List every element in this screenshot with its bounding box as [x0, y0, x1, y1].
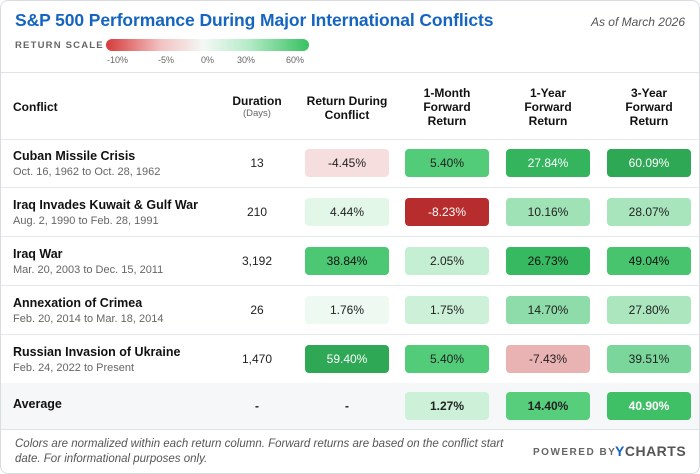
- footer-divider: [1, 429, 699, 430]
- conflict-dates: Aug. 2, 1990 to Feb. 28, 1991: [13, 215, 159, 227]
- return-cell-y1: 26.73%: [506, 247, 590, 275]
- return-cell-y3: 60.09%: [607, 149, 691, 177]
- header-line: 1-Year: [529, 86, 567, 100]
- header-line: Forward: [625, 100, 673, 114]
- return-cell-m1: 2.05%: [405, 247, 489, 275]
- scale-tick: -5%: [158, 55, 175, 65]
- scale-tick: 0%: [201, 55, 215, 65]
- return-cell-y3: 28.07%: [607, 198, 691, 226]
- header-conflict: Conflict: [13, 100, 58, 114]
- average-during: -: [345, 399, 349, 413]
- header-duration: Duration (Days): [221, 94, 293, 119]
- scale-tick: 60%: [286, 55, 305, 65]
- return-cell-m1: -8.23%: [405, 198, 489, 226]
- ycharts-logo: YCHARTS: [615, 443, 686, 459]
- header-divider: [1, 72, 699, 73]
- header-duration-label: Duration: [232, 94, 282, 108]
- row-divider: [1, 236, 699, 237]
- conflict-dates: Feb. 20, 2014 to Mar. 18, 2014: [13, 313, 164, 325]
- logo-y: Y: [615, 443, 625, 459]
- return-cell-during: 4.44%: [305, 198, 389, 226]
- return-cell-m1: 5.40%: [405, 345, 489, 373]
- header-line: Return During: [306, 94, 388, 108]
- row-divider: [1, 139, 699, 140]
- header-line: Forward: [423, 100, 471, 114]
- header-line: 3-Year: [630, 86, 668, 100]
- row-divider: [1, 334, 699, 335]
- footnote: Colors are normalized within each return…: [15, 438, 504, 465]
- return-cell-y1: 27.84%: [506, 149, 590, 177]
- header-line: Conflict: [324, 108, 370, 122]
- row-divider: [1, 187, 699, 188]
- return-scale-gradient: [106, 39, 309, 51]
- duration-value: 210: [246, 205, 268, 219]
- chart-title: S&P 500 Performance During Major Interna…: [15, 10, 494, 30]
- conflict-dates: Mar. 20, 2003 to Dec. 15, 2011: [13, 264, 164, 276]
- conflict-name: Iraq War: [13, 247, 63, 261]
- header-line: Return: [427, 114, 467, 128]
- header-line: Forward: [524, 100, 572, 114]
- return-cell-y3: 27.80%: [607, 296, 691, 324]
- return-cell-y3: 39.51%: [607, 345, 691, 373]
- row-divider: [1, 285, 699, 286]
- header-line: 1-Month: [423, 86, 471, 100]
- conflict-name: Annexation of Crimea: [13, 296, 143, 310]
- header-1year: 1-Year Forward Return: [498, 86, 598, 128]
- header-1month: 1-Month Forward Return: [397, 86, 497, 128]
- return-cell-m1: 5.40%: [405, 149, 489, 177]
- scale-tick: 30%: [237, 55, 256, 65]
- return-cell-m1: 1.75%: [405, 296, 489, 324]
- duration-value: 13: [250, 156, 264, 170]
- conflict-dates: Oct. 16, 1962 to Oct. 28, 1962: [13, 166, 161, 178]
- return-cell-y1: 10.16%: [506, 198, 590, 226]
- duration-value: 26: [250, 303, 264, 317]
- conflict-name: Iraq Invades Kuwait & Gulf War: [13, 198, 198, 212]
- header-line: Return: [629, 114, 669, 128]
- average-1month: 1.27%: [405, 392, 489, 420]
- average-1year: 14.40%: [506, 392, 590, 420]
- average-label: Average: [13, 397, 62, 411]
- conflict-name: Russian Invasion of Ukraine: [13, 345, 181, 359]
- header-return-during: Return During Conflict: [297, 94, 397, 122]
- duration-value: 3,192: [241, 254, 273, 268]
- return-cell-y1: -7.43%: [506, 345, 590, 373]
- return-cell-during: 1.76%: [305, 296, 389, 324]
- return-cell-during: 38.84%: [305, 247, 389, 275]
- return-cell-y1: 14.70%: [506, 296, 590, 324]
- header-3year: 3-Year Forward Return: [599, 86, 699, 128]
- header-duration-unit: (Days): [243, 108, 271, 119]
- header-line: Return: [528, 114, 568, 128]
- scale-tick: -10%: [107, 55, 129, 65]
- logo-text: CHARTS: [624, 443, 687, 459]
- as-of-date: As of March 2026: [590, 15, 685, 29]
- return-cell-during: -4.45%: [305, 149, 389, 177]
- return-scale-label: RETURN SCALE: [15, 40, 104, 51]
- average-3year: 40.90%: [607, 392, 691, 420]
- conflict-dates: Feb. 24, 2022 to Present: [13, 362, 135, 374]
- average-duration: -: [255, 399, 259, 413]
- return-cell-y3: 49.04%: [607, 247, 691, 275]
- powered-by-label: POWERED BY: [533, 447, 617, 458]
- duration-value: 1,470: [241, 352, 273, 366]
- return-cell-during: 59.40%: [305, 345, 389, 373]
- conflict-name: Cuban Missile Crisis: [13, 149, 136, 163]
